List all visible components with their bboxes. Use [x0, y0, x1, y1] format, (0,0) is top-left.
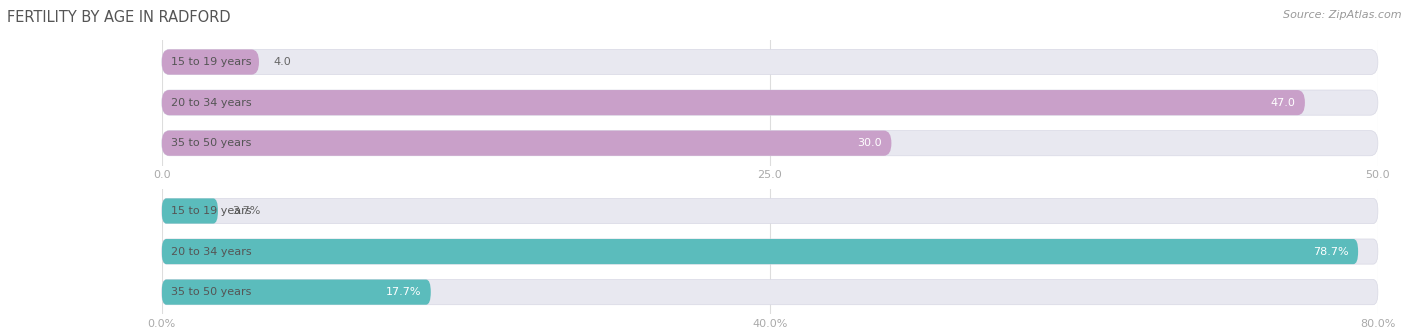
FancyBboxPatch shape	[162, 239, 1378, 264]
Text: 4.0: 4.0	[274, 57, 291, 67]
Text: 15 to 19 years: 15 to 19 years	[172, 206, 252, 216]
FancyBboxPatch shape	[162, 49, 259, 74]
Text: 47.0: 47.0	[1270, 98, 1295, 108]
Text: 35 to 50 years: 35 to 50 years	[172, 287, 252, 297]
FancyBboxPatch shape	[162, 280, 1378, 305]
Text: 35 to 50 years: 35 to 50 years	[172, 138, 252, 148]
Text: 30.0: 30.0	[858, 138, 882, 148]
FancyBboxPatch shape	[162, 131, 1378, 156]
Text: 15 to 19 years: 15 to 19 years	[172, 57, 252, 67]
FancyBboxPatch shape	[162, 90, 1305, 115]
FancyBboxPatch shape	[162, 49, 1378, 74]
Text: FERTILITY BY AGE IN RADFORD: FERTILITY BY AGE IN RADFORD	[7, 10, 231, 25]
FancyBboxPatch shape	[162, 239, 1358, 264]
Text: 20 to 34 years: 20 to 34 years	[172, 98, 252, 108]
Text: 78.7%: 78.7%	[1313, 247, 1348, 257]
Text: 3.7%: 3.7%	[232, 206, 262, 216]
Text: Source: ZipAtlas.com: Source: ZipAtlas.com	[1284, 10, 1402, 20]
FancyBboxPatch shape	[162, 131, 891, 156]
Text: 17.7%: 17.7%	[385, 287, 420, 297]
FancyBboxPatch shape	[162, 280, 430, 305]
FancyBboxPatch shape	[162, 90, 1378, 115]
Text: 20 to 34 years: 20 to 34 years	[172, 247, 252, 257]
FancyBboxPatch shape	[162, 198, 218, 223]
FancyBboxPatch shape	[162, 198, 1378, 223]
